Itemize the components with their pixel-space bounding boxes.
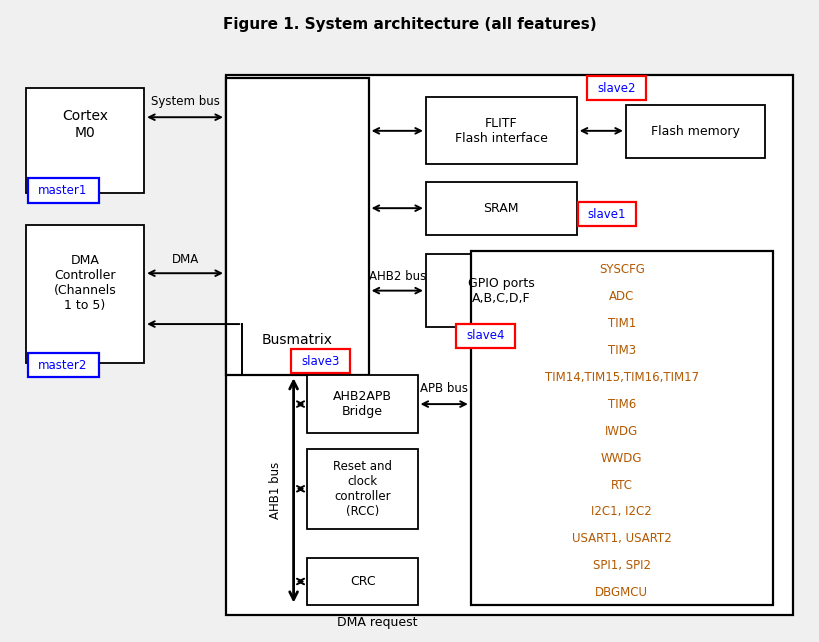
Text: I2C1, I2C2: I2C1, I2C2 [591,505,652,519]
FancyBboxPatch shape [426,254,577,327]
Text: GPIO ports
A,B,C,D,F: GPIO ports A,B,C,D,F [468,277,535,305]
Text: DMA request: DMA request [337,616,417,629]
Text: DMA: DMA [171,253,199,266]
Text: ADC: ADC [609,290,635,303]
Text: slave1: slave1 [588,208,627,221]
Text: SYSCFG: SYSCFG [599,263,645,276]
Text: TIM3: TIM3 [608,344,636,357]
FancyBboxPatch shape [226,78,369,376]
FancyBboxPatch shape [456,324,515,348]
Text: master1: master1 [38,184,88,197]
Text: TIM14,TIM15,TIM16,TIM17: TIM14,TIM15,TIM16,TIM17 [545,371,699,384]
Text: FLITF
Flash interface: FLITF Flash interface [455,117,548,145]
Text: slave2: slave2 [598,82,636,95]
Text: APB bus: APB bus [420,381,468,395]
Text: TIM6: TIM6 [608,398,636,411]
FancyBboxPatch shape [291,349,350,374]
Text: CRC: CRC [350,575,375,588]
FancyBboxPatch shape [26,225,144,363]
Text: DBGMCU: DBGMCU [595,586,648,599]
Text: DMA
Controller
(Channels
1 to 5): DMA Controller (Channels 1 to 5) [54,254,116,312]
Text: System bus: System bus [151,95,219,108]
Text: SPI1, SPI2: SPI1, SPI2 [593,559,651,572]
FancyBboxPatch shape [626,105,765,158]
FancyBboxPatch shape [226,75,793,615]
FancyBboxPatch shape [577,202,636,227]
Text: Flash memory: Flash memory [651,125,740,138]
Text: AHB2 bus: AHB2 bus [369,270,426,283]
Text: master2: master2 [38,359,88,372]
Text: slave3: slave3 [301,355,340,368]
Text: Reset and
clock
controller
(RCC): Reset and clock controller (RCC) [333,460,392,518]
FancyBboxPatch shape [26,88,144,193]
FancyBboxPatch shape [587,76,646,100]
Text: TIM1: TIM1 [608,317,636,330]
FancyBboxPatch shape [471,250,772,605]
Text: SRAM: SRAM [483,202,519,214]
Text: Figure 1. System architecture (all features): Figure 1. System architecture (all featu… [223,17,596,32]
Text: Cortex
M0: Cortex M0 [62,110,108,140]
Text: IWDG: IWDG [605,425,638,438]
FancyBboxPatch shape [28,178,98,203]
FancyBboxPatch shape [307,557,418,605]
Text: AHB2APB
Bridge: AHB2APB Bridge [333,390,392,418]
FancyBboxPatch shape [426,98,577,164]
Text: slave4: slave4 [466,329,505,342]
Text: WWDG: WWDG [601,452,642,465]
Text: AHB1 bus: AHB1 bus [269,462,282,519]
Text: RTC: RTC [611,478,633,492]
FancyBboxPatch shape [426,182,577,235]
FancyBboxPatch shape [307,449,418,529]
Text: USART1, USART2: USART1, USART2 [572,532,672,545]
FancyBboxPatch shape [307,376,418,433]
FancyBboxPatch shape [28,353,98,377]
Text: Busmatrix: Busmatrix [262,333,333,347]
